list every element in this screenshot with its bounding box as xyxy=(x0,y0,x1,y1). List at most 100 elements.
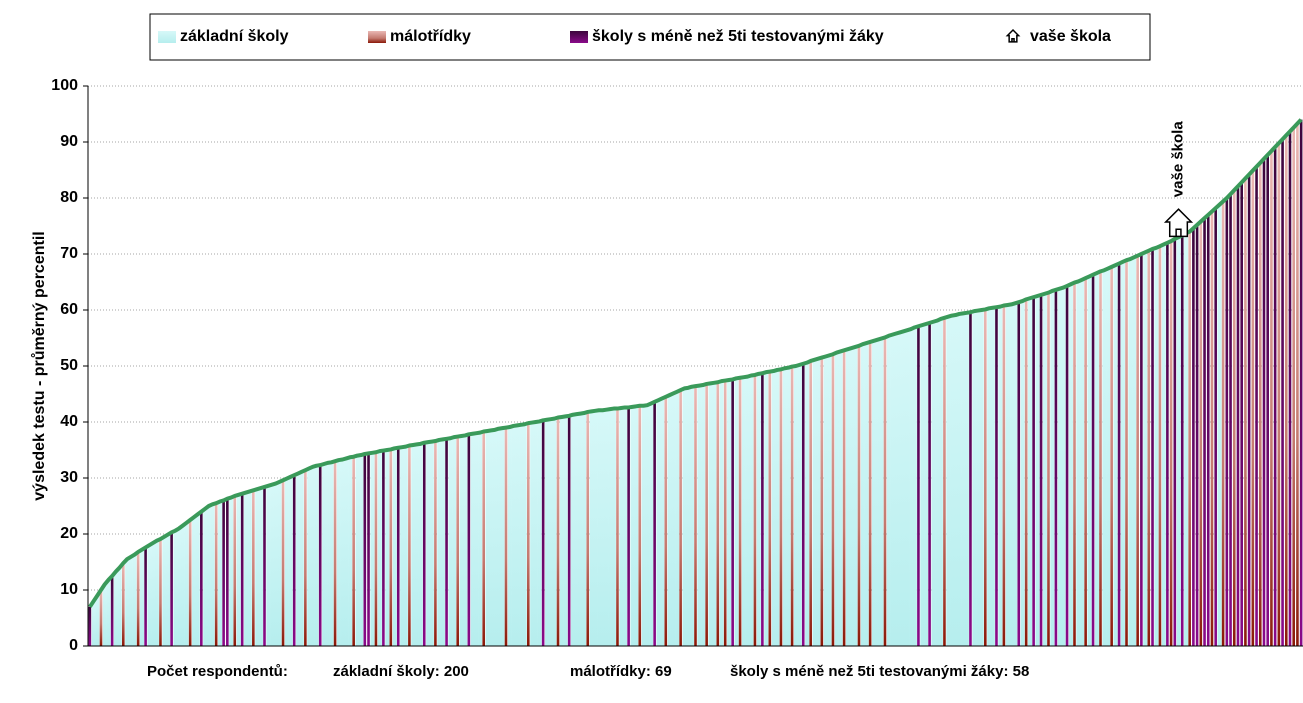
bar xyxy=(114,571,119,646)
bar xyxy=(790,366,794,646)
bar xyxy=(1013,303,1018,646)
bar xyxy=(511,425,516,646)
bar xyxy=(697,385,702,646)
bar xyxy=(236,494,241,646)
bar xyxy=(1087,276,1092,646)
bar xyxy=(611,408,616,646)
bar xyxy=(871,340,877,646)
bar xyxy=(422,442,426,646)
bar xyxy=(374,452,378,646)
bar xyxy=(1106,268,1111,646)
bar xyxy=(180,525,185,646)
bar xyxy=(1120,261,1125,646)
legend-item: základní školy xyxy=(158,28,289,45)
bar xyxy=(348,457,353,646)
bar xyxy=(151,542,156,646)
bar xyxy=(240,493,244,646)
bar xyxy=(917,326,920,646)
bar xyxy=(1210,211,1214,646)
bar xyxy=(905,330,910,646)
bar xyxy=(184,522,189,646)
bar xyxy=(820,357,824,646)
bar xyxy=(340,459,345,646)
bar xyxy=(429,441,434,646)
bar xyxy=(938,318,943,646)
bar xyxy=(853,346,858,646)
bar xyxy=(117,567,122,646)
bar xyxy=(597,410,602,646)
bar xyxy=(1028,298,1033,646)
bar xyxy=(106,579,111,646)
bar xyxy=(1281,139,1284,646)
bar xyxy=(166,534,171,646)
bar xyxy=(389,449,393,646)
bar xyxy=(1020,301,1025,646)
bar xyxy=(812,359,817,646)
bar xyxy=(482,431,486,646)
bar xyxy=(964,312,969,646)
bar xyxy=(195,514,200,646)
bar xyxy=(1225,198,1229,646)
bar xyxy=(961,313,966,646)
bar xyxy=(875,339,880,646)
bar xyxy=(1054,289,1058,646)
bar xyxy=(396,447,400,646)
bar xyxy=(263,486,266,646)
bar xyxy=(1117,263,1121,646)
bar xyxy=(667,395,672,646)
bar xyxy=(1247,174,1251,647)
bar xyxy=(147,545,152,646)
bar xyxy=(507,427,512,646)
bar xyxy=(745,376,750,646)
bar xyxy=(1195,224,1199,646)
bar xyxy=(136,551,140,646)
bar xyxy=(990,307,995,646)
bar xyxy=(95,595,100,646)
bar xyxy=(563,416,568,646)
bar xyxy=(314,465,319,646)
bar xyxy=(1125,260,1128,646)
bar xyxy=(1214,208,1217,646)
bar xyxy=(355,455,360,646)
bar xyxy=(322,464,327,646)
legend-swatch xyxy=(158,31,176,43)
y-tick-label: 10 xyxy=(60,581,78,598)
bar xyxy=(400,447,405,646)
bar xyxy=(530,422,535,646)
bar xyxy=(943,317,946,646)
y-tick-label: 20 xyxy=(60,525,78,542)
bar xyxy=(1288,131,1292,647)
bar xyxy=(434,441,437,646)
bar xyxy=(206,506,211,646)
bar xyxy=(928,322,931,646)
bar xyxy=(731,379,734,646)
bar xyxy=(645,405,650,646)
bar xyxy=(849,348,854,646)
bar xyxy=(377,451,382,646)
bar xyxy=(370,452,375,646)
bar xyxy=(1005,304,1010,646)
bar xyxy=(329,462,334,646)
bar xyxy=(1277,143,1281,646)
bar xyxy=(270,484,275,646)
bar xyxy=(266,485,271,646)
bar xyxy=(1035,296,1040,646)
bar xyxy=(883,337,887,646)
bar xyxy=(689,386,694,646)
bar xyxy=(920,325,925,646)
bar xyxy=(459,436,464,646)
bar xyxy=(738,377,742,646)
bar xyxy=(1039,294,1043,646)
bar xyxy=(1258,162,1262,646)
bar xyxy=(1292,127,1296,646)
bar xyxy=(1229,194,1232,646)
bar xyxy=(344,458,349,646)
bar xyxy=(325,462,330,646)
bar xyxy=(593,410,598,646)
bar xyxy=(533,422,538,646)
bar xyxy=(448,438,453,646)
legend-item: málotřídky xyxy=(368,28,471,45)
bar xyxy=(1203,218,1206,646)
bar xyxy=(288,476,293,646)
bar xyxy=(1180,235,1184,646)
